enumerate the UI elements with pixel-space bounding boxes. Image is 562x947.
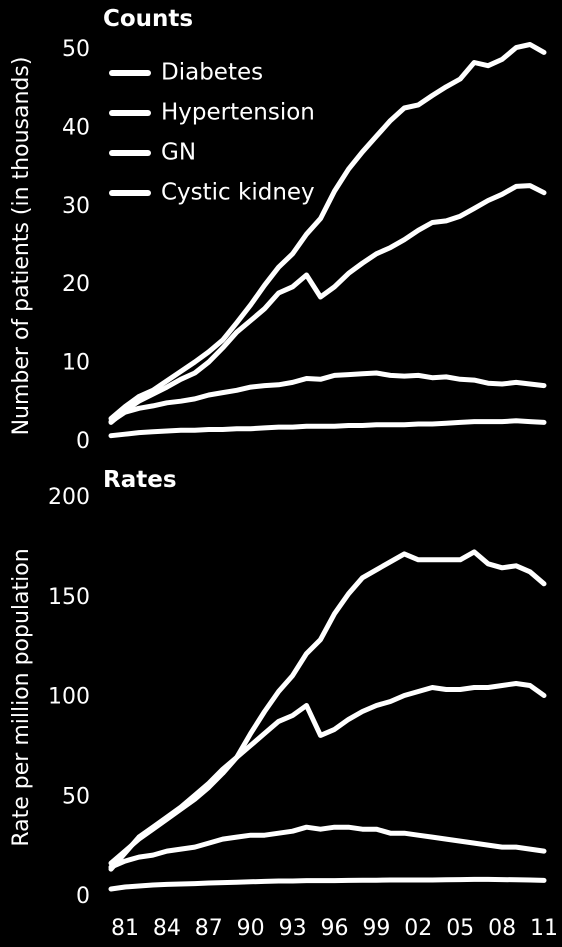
y-tick-label: 200 xyxy=(48,485,90,510)
legend: Diabetes Hypertension GN Cystic kidney xyxy=(109,60,315,206)
legend-label-hypertension: Hypertension xyxy=(161,100,315,126)
x-tick-label: 02 xyxy=(404,916,432,941)
series-line-diabetes xyxy=(108,42,547,421)
legend-label-cystic-kidney: Cystic kidney xyxy=(161,180,315,206)
series-line-gn xyxy=(108,370,547,425)
series-line-cystic-kidney xyxy=(108,418,547,439)
x-tick-label: 84 xyxy=(153,916,181,941)
y-tick-label: 0 xyxy=(76,884,90,909)
x-tick-label: 90 xyxy=(237,916,265,941)
panel-title: Rates xyxy=(103,467,177,493)
panel-title: Counts xyxy=(103,6,193,32)
y-axis-title: Number of patients (in thousands) xyxy=(9,57,34,436)
legend-label-gn: GN xyxy=(161,140,196,166)
y-tick-label: 150 xyxy=(48,585,90,610)
counts-panel: Counts Number of patients (in thousands) 0… xyxy=(9,6,547,454)
y-tick-label: 100 xyxy=(48,685,90,710)
y-tick-label: 50 xyxy=(62,784,90,809)
x-tick-label: 05 xyxy=(446,916,474,941)
series-line-hypertension xyxy=(108,183,547,425)
x-tick-label: 99 xyxy=(362,916,390,941)
x-tick-label: 08 xyxy=(488,916,516,941)
legend-label-diabetes: Diabetes xyxy=(161,60,263,86)
y-tick-label: 10 xyxy=(62,351,90,376)
series-line-gn xyxy=(108,824,547,870)
x-tick-label: 93 xyxy=(279,916,307,941)
series-line-hypertension xyxy=(108,681,547,872)
x-tick-label: 11 xyxy=(530,916,558,941)
y-tick-label: 50 xyxy=(62,37,90,62)
y-tick-label: 0 xyxy=(76,429,90,454)
y-axis-title: Rate per million population xyxy=(9,548,34,846)
y-tick-label: 20 xyxy=(62,272,90,297)
y-tick-label: 40 xyxy=(62,115,90,140)
x-tick-label: 87 xyxy=(195,916,223,941)
x-tick-label: 96 xyxy=(320,916,348,941)
y-tick-label: 30 xyxy=(62,194,90,219)
series-line-cystic-kidney xyxy=(108,876,547,892)
series-line-diabetes xyxy=(108,549,547,866)
x-tick-label: 81 xyxy=(111,916,139,941)
